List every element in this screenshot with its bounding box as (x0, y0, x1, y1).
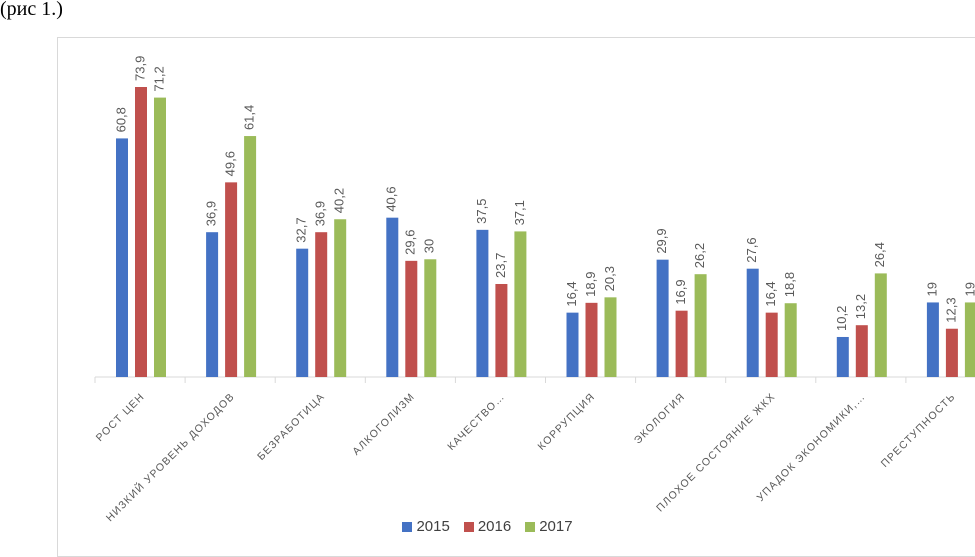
category-label-3: БЕЗРАБОТИЦА (255, 391, 327, 463)
data-label-2017-9: 26,4 (872, 242, 887, 267)
bar-2016-10 (945, 328, 958, 377)
category-label-4: АЛКОГОЛИЗМ (350, 391, 417, 458)
data-label-2015-1: 60,8 (113, 107, 128, 132)
bar-2015-9 (836, 336, 849, 377)
data-label-2016-4: 29,6 (403, 230, 418, 255)
data-label-2015-8: 27,6 (744, 237, 759, 262)
bar-2015-5 (476, 229, 489, 377)
bar-2015-7 (656, 259, 669, 377)
legend-label-2015: 2015 (416, 518, 450, 535)
legend-swatch-2016 (463, 521, 474, 532)
data-label-2017-5: 37,1 (512, 200, 527, 225)
bar-2017-10 (964, 302, 975, 377)
bar-2017-8 (784, 303, 797, 377)
data-label-2015-7: 29,9 (654, 228, 669, 253)
bar-2015-6 (566, 312, 579, 377)
chart-legend: 2015 2016 2017 (0, 518, 975, 535)
data-label-2016-6: 18,9 (583, 272, 598, 297)
category-label-1: РОСТ ЦЕН (94, 391, 147, 444)
data-label-2016-1: 73,9 (132, 56, 147, 81)
data-label-2017-1: 71,2 (151, 66, 166, 91)
data-label-2015-2: 36,9 (204, 201, 219, 226)
data-label-2016-9: 13,2 (853, 294, 868, 319)
legend-swatch-2017 (525, 521, 536, 532)
bar-2017-1 (154, 97, 166, 377)
data-label-2015-4: 40,6 (384, 186, 399, 211)
bar-2017-5 (514, 231, 527, 377)
bar-2017-7 (694, 274, 707, 377)
figure-caption: (рис 1.) (0, 0, 63, 20)
data-label-2017-7: 26,2 (692, 243, 707, 268)
bar-2015-10 (926, 302, 939, 377)
bar-2015-8 (746, 268, 759, 377)
bar-2016-4 (405, 260, 418, 377)
category-label-9: УПАДОК ЭКОНОМИКИ,… (755, 391, 868, 504)
data-label-2016-10: 12,3 (943, 297, 958, 322)
bar-2016-7 (675, 310, 688, 377)
data-label-2016-5: 23,7 (493, 253, 508, 278)
data-label-2015-3: 32,7 (294, 217, 309, 242)
data-label-2015-9: 10,2 (834, 306, 849, 331)
legend-swatch-2015 (402, 521, 413, 532)
data-label-2016-2: 49,6 (223, 151, 238, 176)
bar-2016-1 (135, 87, 147, 377)
legend-item-2017: 2017 (525, 518, 573, 535)
bar-2015-4 (386, 217, 399, 377)
legend-item-2016: 2016 (463, 518, 512, 535)
data-label-2017-10: 19 (962, 282, 975, 296)
bar-2015-3 (296, 248, 309, 377)
bar-2017-9 (874, 273, 887, 377)
data-label-2017-6: 20,3 (602, 266, 617, 291)
category-label-5: КАЧЕСТВО… (445, 391, 507, 453)
data-label-2016-8: 16,4 (763, 281, 778, 306)
data-label-2017-2: 61,4 (242, 105, 257, 130)
data-label-2016-7: 16,9 (673, 279, 688, 304)
data-label-2015-6: 16,4 (564, 281, 579, 306)
bar-2017-6 (604, 297, 617, 377)
bar-2015-2 (206, 232, 219, 377)
category-label-6: КОРРУПЦИЯ (536, 391, 598, 453)
legend-label-2017: 2017 (539, 518, 573, 535)
bar-2016-2 (225, 182, 238, 377)
data-label-2017-8: 18,8 (782, 272, 797, 297)
bar-2016-3 (315, 232, 328, 377)
bar-2015-1 (116, 138, 128, 377)
bar-2016-6 (585, 302, 598, 377)
data-label-2016-3: 36,9 (313, 201, 328, 226)
legend-label-2016: 2016 (477, 518, 512, 535)
data-label-2017-4: 30 (422, 239, 437, 253)
bar-2016-9 (855, 325, 868, 377)
data-label-2017-3: 40,2 (332, 188, 347, 213)
category-label-10: ПРЕСТУПНОСТЬ (879, 391, 958, 470)
bar-2016-8 (765, 312, 778, 377)
bar-2017-2 (244, 136, 257, 377)
bar-2017-4 (424, 259, 437, 377)
bar-2017-3 (334, 219, 347, 377)
category-label-7: ЭКОЛОГИЯ (632, 391, 688, 447)
bar-2016-5 (495, 283, 508, 377)
data-label-2015-10: 19 (924, 282, 939, 296)
legend-item-2015: 2015 (402, 518, 450, 535)
data-label-2015-5: 37,5 (474, 199, 489, 224)
